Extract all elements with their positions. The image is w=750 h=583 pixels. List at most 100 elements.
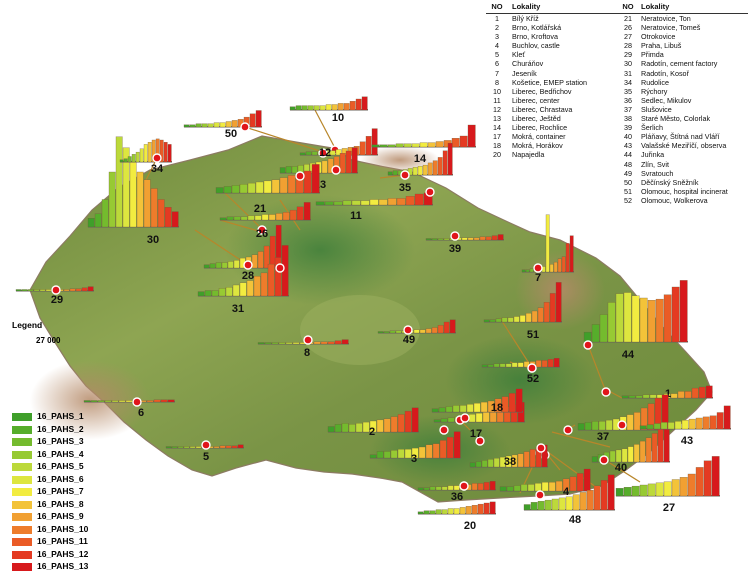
pah-bar: [15, 289, 22, 292]
row-no: 12: [493, 104, 501, 114]
site-marker: [527, 363, 537, 373]
pah-bar: [565, 496, 573, 511]
pah-bar: [517, 362, 524, 368]
pah-bar: [213, 446, 220, 449]
site-marker: [243, 260, 253, 270]
pah-bar: [115, 136, 123, 228]
pah-bar: [501, 317, 508, 323]
site-chart-43: 43: [617, 405, 731, 447]
pah-bar: [569, 235, 574, 273]
pah-bar: [125, 400, 133, 403]
row-no: 7: [495, 68, 499, 78]
pah-bar: [21, 289, 28, 292]
legend-label: 16_PAHS_13: [37, 561, 89, 571]
pah-bar: [483, 319, 490, 323]
pah-bar: [351, 200, 361, 206]
pah-bar: [452, 405, 460, 413]
site-chart-36: 36: [417, 481, 496, 503]
table-row: 52 Olomouc, Wolkerova: [486, 196, 748, 205]
pah-bar: [631, 485, 640, 497]
pah-bar: [642, 394, 650, 399]
pah-bar: [553, 261, 558, 273]
table-row: 5 Kleť 29 Přimda: [486, 50, 748, 59]
pah-bar: [555, 282, 562, 323]
pah-bar: [379, 144, 388, 148]
pah-bar: [423, 510, 430, 515]
pah-bar: [397, 449, 405, 459]
pah-bar: [127, 156, 132, 163]
pah-bar: [427, 162, 433, 176]
pah-bar: [487, 364, 494, 368]
pah-bar: [466, 404, 474, 413]
pah-bar: [251, 254, 258, 269]
pah-bar: [468, 414, 476, 423]
row-no: 35: [624, 86, 632, 96]
pah-bar: [489, 319, 496, 323]
pah-bar: [628, 395, 636, 399]
pah-bar: [497, 234, 504, 241]
pah-bar: [691, 387, 699, 399]
pah-bar: [392, 170, 398, 176]
pah-bar: [151, 139, 156, 163]
pah-bar: [507, 317, 514, 323]
site-number-label: 31: [232, 303, 244, 315]
pah-bar: [225, 287, 233, 297]
site-chart-31: 31: [197, 245, 289, 315]
pah-bar: [646, 424, 654, 430]
pah-bar: [305, 151, 312, 156]
row-locality: Olomouc, Wolkerova: [641, 195, 708, 205]
pah-bar: [558, 497, 566, 511]
row-no: 6: [495, 59, 499, 69]
pah-bar: [591, 456, 598, 463]
row-no: 51: [624, 186, 632, 196]
pah-bar: [520, 484, 528, 492]
pah-bar: [101, 199, 109, 228]
legend-label: 16_PAHS_3: [37, 436, 84, 446]
table-row: 14 Liberec, Rochlice 39 Šerlich: [486, 123, 748, 132]
pah-bar: [225, 445, 232, 449]
pah-bar: [437, 238, 444, 241]
row-no: 4: [495, 41, 499, 51]
pah-bar: [94, 213, 102, 228]
pah-bar: [487, 459, 494, 468]
legend-label: 16_PAHS_5: [37, 461, 84, 471]
pah-bar: [253, 276, 261, 297]
pah-bar: [651, 433, 658, 463]
site-marker: [257, 225, 267, 235]
pah-bar: [123, 158, 128, 163]
row-locality: Mokrá, Horákov: [512, 141, 563, 151]
site-number-label: 50: [225, 128, 237, 140]
pah-bar: [195, 446, 202, 449]
pah-bar: [369, 199, 379, 206]
site-chart-34: 34: [119, 138, 172, 175]
pah-bar: [333, 201, 343, 206]
pah-bar: [271, 179, 280, 194]
pah-bar: [260, 272, 268, 297]
site-marker: [132, 397, 142, 407]
pah-bar: [493, 458, 500, 468]
pah-bar: [147, 142, 152, 163]
pah-bar: [348, 424, 356, 433]
site-number-label: 28: [242, 270, 254, 282]
table-row: 12 Liberec, Chrastava 37 Slušovice: [486, 105, 748, 114]
site-number-label: 12: [319, 147, 331, 159]
pah-bar: [232, 284, 240, 297]
pah-bar: [584, 422, 592, 431]
pah-bar: [183, 446, 190, 449]
pah-bar: [569, 476, 577, 492]
pah-bar: [442, 150, 448, 176]
pah-bar: [671, 479, 680, 497]
pah-bar: [104, 400, 112, 403]
pah-bar: [247, 215, 255, 221]
highland-sumava: [30, 360, 150, 440]
pah-bar: [83, 400, 91, 403]
legend-swatch: [12, 475, 32, 484]
pah-bar: [615, 488, 624, 497]
table-row: 20 Napajedla 44 Juřinka: [486, 150, 748, 159]
row-locality: Kleť: [512, 50, 526, 60]
row-no: 36: [624, 95, 632, 105]
site-number-label: 35: [399, 182, 411, 194]
highland-vysocina: [300, 295, 420, 365]
legend-label: 16_PAHS_2: [37, 423, 84, 434]
pah-bar: [561, 256, 566, 273]
